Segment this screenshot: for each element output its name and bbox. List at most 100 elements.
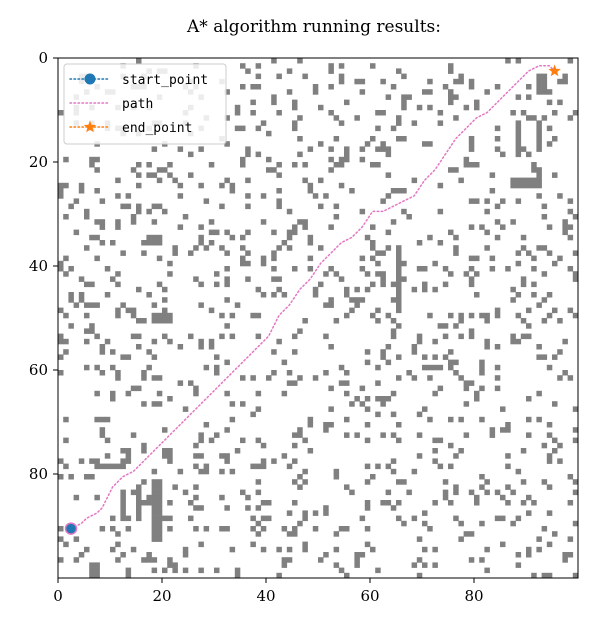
obstacle-cell bbox=[546, 224, 553, 230]
obstacle-cell bbox=[364, 479, 371, 485]
obstacle-cell bbox=[104, 463, 111, 470]
obstacle-cell bbox=[115, 463, 121, 470]
obstacle-cell bbox=[162, 318, 168, 324]
obstacle-cell bbox=[172, 177, 178, 184]
obstacle-cell bbox=[266, 156, 272, 163]
obstacle-cell bbox=[219, 494, 225, 501]
obstacle-cell bbox=[271, 458, 277, 464]
obstacle-cell bbox=[396, 188, 402, 194]
obstacle-cell bbox=[437, 463, 444, 470]
obstacle-cell bbox=[494, 364, 501, 371]
obstacle-cell bbox=[245, 494, 251, 501]
obstacle-cell bbox=[531, 115, 537, 121]
obstacle-cell bbox=[526, 396, 532, 402]
obstacle-cell bbox=[380, 500, 386, 506]
obstacle-cell bbox=[276, 338, 282, 345]
obstacle-cell bbox=[364, 505, 371, 511]
obstacle-cell bbox=[156, 526, 163, 532]
obstacle-cell bbox=[276, 73, 282, 80]
obstacle-cell bbox=[151, 536, 158, 542]
obstacle-cell bbox=[505, 453, 511, 459]
obstacle-cell bbox=[281, 557, 288, 563]
obstacle-cell bbox=[396, 323, 402, 329]
obstacle-cell bbox=[146, 500, 152, 506]
obstacle-cell bbox=[567, 208, 574, 215]
obstacle-cell bbox=[448, 500, 454, 506]
obstacle-cell bbox=[494, 489, 501, 496]
obstacle-cell bbox=[510, 489, 516, 496]
obstacle-cell bbox=[479, 474, 485, 480]
obstacle-cell bbox=[510, 297, 516, 303]
obstacle-cell bbox=[416, 104, 423, 111]
obstacle-cell bbox=[58, 474, 64, 480]
obstacle-cell bbox=[94, 219, 100, 225]
obstacle-cell bbox=[380, 432, 386, 438]
obstacle-cell bbox=[297, 427, 303, 433]
obstacle-cell bbox=[260, 463, 267, 470]
obstacle-cell bbox=[380, 250, 386, 256]
obstacle-cell bbox=[354, 396, 360, 402]
obstacle-cell bbox=[224, 505, 230, 511]
obstacle-cell bbox=[219, 245, 225, 251]
obstacle-cell bbox=[245, 505, 251, 511]
obstacle-cell bbox=[458, 416, 464, 423]
obstacle-cell bbox=[484, 229, 490, 236]
legend-box bbox=[63, 63, 227, 145]
obstacle-cell bbox=[136, 172, 142, 178]
obstacle-cell bbox=[323, 193, 329, 199]
obstacle-cell bbox=[198, 453, 204, 459]
obstacle-cell bbox=[505, 266, 511, 272]
obstacle-cell bbox=[364, 349, 371, 355]
obstacle-cell bbox=[250, 312, 256, 319]
obstacle-cell bbox=[99, 427, 106, 433]
obstacle-cell bbox=[162, 333, 168, 340]
obstacle-cell bbox=[229, 416, 236, 423]
obstacle-cell bbox=[375, 411, 381, 418]
obstacle-cell bbox=[292, 99, 298, 106]
obstacle-cell bbox=[146, 234, 152, 241]
obstacle-cell bbox=[468, 531, 475, 537]
obstacle-cell bbox=[136, 333, 142, 340]
obstacle-cell bbox=[526, 494, 532, 501]
obstacle-cell bbox=[219, 333, 225, 340]
obstacle-cell bbox=[437, 240, 444, 246]
obstacle-cell bbox=[328, 156, 334, 163]
obstacle-cell bbox=[432, 546, 438, 553]
obstacle-cell bbox=[130, 214, 137, 220]
obstacle-cell bbox=[203, 463, 210, 470]
obstacle-cell bbox=[364, 396, 371, 402]
obstacle-cell bbox=[182, 406, 189, 412]
obstacle-cell bbox=[120, 458, 126, 464]
obstacle-cell bbox=[89, 302, 95, 308]
obstacle-cell bbox=[266, 130, 272, 137]
obstacle-cell bbox=[484, 567, 490, 574]
obstacle-cell bbox=[286, 370, 293, 376]
obstacle-cell bbox=[167, 458, 173, 464]
obstacle-cell bbox=[240, 260, 246, 267]
obstacle-cell bbox=[260, 458, 267, 464]
obstacle-cell bbox=[292, 120, 298, 126]
obstacle-cell bbox=[453, 370, 459, 376]
obstacle-cell bbox=[302, 479, 308, 485]
obstacle-cell bbox=[552, 260, 558, 267]
y-tick-label: 20 bbox=[29, 153, 48, 171]
obstacle-cell bbox=[286, 208, 293, 215]
obstacle-cell bbox=[182, 489, 189, 496]
obstacle-cell bbox=[245, 203, 251, 210]
obstacle-cell bbox=[427, 526, 433, 532]
obstacle-cell bbox=[541, 271, 548, 277]
obstacle-cell bbox=[125, 203, 132, 210]
obstacle-cell bbox=[63, 271, 69, 277]
obstacle-cell bbox=[474, 271, 480, 277]
obstacle-cell bbox=[110, 463, 116, 470]
obstacle-cell bbox=[344, 292, 350, 298]
obstacle-cell bbox=[567, 552, 574, 558]
obstacle-cell bbox=[364, 422, 371, 428]
obstacle-cell bbox=[271, 255, 277, 262]
obstacle-cell bbox=[468, 266, 475, 272]
obstacle-cell bbox=[136, 515, 142, 522]
obstacle-cell bbox=[120, 510, 126, 516]
obstacle-cell bbox=[255, 333, 262, 340]
obstacle-cell bbox=[312, 510, 319, 516]
obstacle-cell bbox=[385, 312, 392, 319]
